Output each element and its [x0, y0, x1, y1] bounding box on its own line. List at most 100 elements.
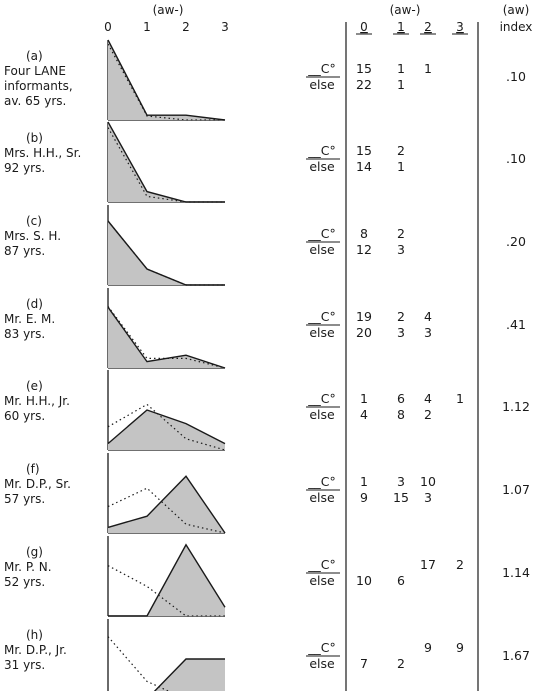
area-fill-c-following: [154, 659, 225, 691]
table-column-header: 3: [456, 20, 464, 34]
index-value: 1.07: [502, 482, 530, 497]
count-cell: 1: [360, 391, 368, 406]
dotted-line-elsewhere: [107, 306, 226, 369]
solid-line-c-following: [107, 475, 226, 534]
speaker-label-line: informants,: [4, 79, 73, 93]
index-value: .41: [506, 317, 526, 332]
count-cell: 1: [397, 61, 405, 76]
count-cell: 3: [397, 474, 405, 489]
speaker-label-line: 83 yrs.: [4, 327, 45, 341]
speaker-label-line: Four LANE: [4, 64, 66, 78]
environment-label: __C°: [307, 557, 335, 572]
x-axis-tick-labels: 0 1 2 3: [104, 20, 229, 34]
speaker-label-line: 57 yrs.: [4, 492, 45, 506]
environment-label: else: [309, 490, 335, 505]
environment-label: __C°: [307, 309, 335, 324]
count-cell: 1: [397, 77, 405, 92]
dotted-line-elsewhere: [107, 565, 225, 617]
count-cell: 15: [393, 490, 409, 505]
count-cell: 20: [356, 325, 372, 340]
panel-c: (c)Mrs. S. H.87 yrs. __C° 8 2 else 12 3 .20: [4, 205, 526, 286]
count-cell: 10: [356, 573, 372, 588]
count-cell: 17: [420, 557, 436, 572]
index-value: .20: [506, 234, 526, 249]
table-header: (aw-): [390, 3, 421, 17]
speaker-label-line: Mrs. H.H., Sr.: [4, 146, 81, 160]
count-cell: 1: [397, 159, 405, 174]
panel-letter: (a): [26, 49, 43, 63]
area-fill-c-following: [108, 476, 225, 533]
panel-letter: (g): [26, 545, 43, 559]
solid-line-c-following: [153, 658, 225, 691]
speaker-label-line: Mr. D.P., Sr.: [4, 477, 71, 491]
count-cell: 2: [397, 309, 405, 324]
solid-line-c-following: [107, 220, 225, 286]
table-column-header: 1: [397, 20, 405, 34]
area-fill-c-following: [108, 307, 225, 368]
solid-line-c-following: [107, 409, 226, 445]
count-cell: 6: [397, 573, 405, 588]
index-header-top: (aw): [503, 3, 530, 17]
count-cell: 19: [356, 309, 372, 324]
environment-label: else: [309, 407, 335, 422]
index-header-bottom: index: [500, 20, 533, 34]
environment-label: __C°: [307, 61, 335, 76]
solid-line-c-following: [107, 121, 225, 203]
count-cell: 4: [424, 309, 432, 324]
table-column-header: 2: [424, 20, 432, 34]
count-cell: 2: [424, 407, 432, 422]
environment-label: __C°: [307, 391, 335, 406]
environment-label: __C°: [307, 474, 335, 489]
panel-letter: (c): [26, 214, 42, 228]
environment-label: else: [309, 573, 335, 588]
table-column-headers: 0 1 2 3: [356, 20, 468, 35]
count-cell: 6: [397, 391, 405, 406]
dotted-line-elsewhere: [107, 43, 225, 121]
count-cell: 1: [360, 474, 368, 489]
count-cell: 4: [424, 391, 432, 406]
environment-label: __C°: [307, 226, 335, 241]
speaker-label-line: 31 yrs.: [4, 658, 45, 672]
panel-h: (h)Mr. D.P., Jr.31 yrs. __C° 9 9 else 7 2 1.67: [4, 619, 530, 691]
dotted-line-elsewhere: [107, 403, 226, 451]
count-cell: 3: [424, 325, 432, 340]
count-cell: 4: [360, 407, 368, 422]
solid-line-c-following: [107, 306, 226, 369]
index-value: 1.12: [502, 399, 530, 414]
count-cell: 15: [356, 143, 372, 158]
count-cell: 15: [356, 61, 372, 76]
speaker-label-line: 60 yrs.: [4, 409, 45, 423]
speaker-label-line: Mr. D.P., Jr.: [4, 643, 67, 657]
panel-g: (g)Mr. P. N.52 yrs. __C° 17 2 else 10 6 1.14: [4, 536, 530, 617]
count-cell: 1: [456, 391, 464, 406]
panel-letter: (h): [26, 628, 43, 642]
table-column-header: 0: [360, 20, 368, 34]
count-cell: 3: [397, 325, 405, 340]
panel-letter: (d): [26, 297, 43, 311]
environment-label: else: [309, 159, 335, 174]
panel-letter: (f): [26, 462, 40, 476]
area-fill-c-following: [108, 40, 225, 120]
count-cell: 10: [420, 474, 436, 489]
panel-b: (b)Mrs. H.H., Sr.92 yrs. __C° 15 2 else 14 1 .1…: [4, 121, 526, 203]
count-cell: 8: [360, 226, 368, 241]
speaker-label-line: 92 yrs.: [4, 161, 45, 175]
count-cell: 9: [424, 640, 432, 655]
speaker-label-line: Mr. H.H., Jr.: [4, 394, 70, 408]
index-value: 1.67: [502, 648, 530, 663]
environment-label: else: [309, 242, 335, 257]
count-cell: 3: [397, 242, 405, 257]
panel-letter: (e): [26, 379, 43, 393]
solid-line-c-following: [108, 543, 226, 617]
area-fill-c-following: [108, 221, 225, 285]
x-tick-label: 2: [182, 20, 190, 34]
count-cell: 2: [397, 656, 405, 671]
count-cell: 9: [360, 490, 368, 505]
area-fill-c-following: [108, 410, 225, 450]
speaker-label-line: Mr. E. M.: [4, 312, 55, 326]
count-cell: 7: [360, 656, 368, 671]
speaker-label-line: av. 65 yrs.: [4, 94, 66, 108]
